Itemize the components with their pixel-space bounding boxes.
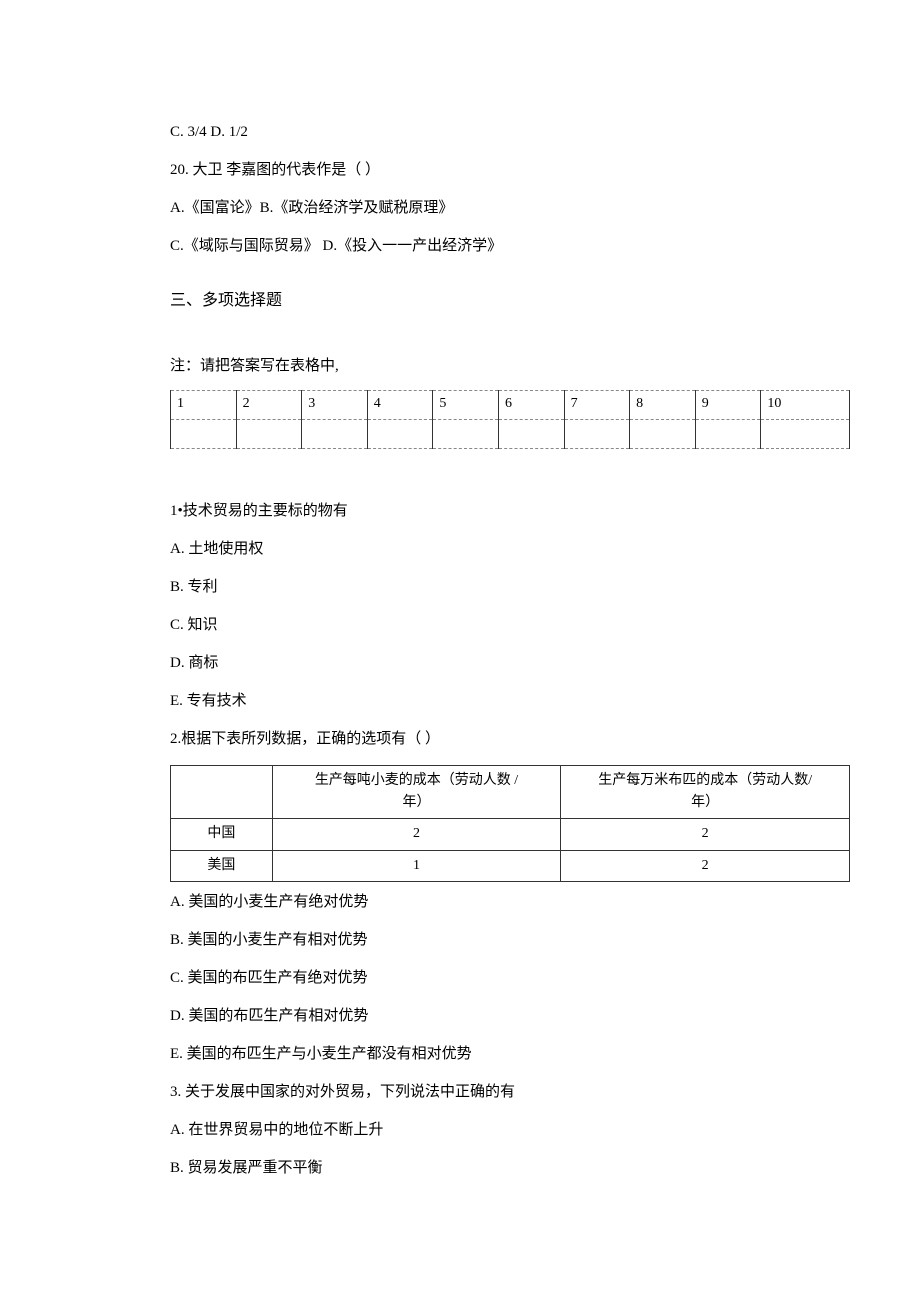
question-2-option-a: A. 美国的小麦生产有绝对优势 bbox=[170, 890, 750, 914]
table-cell: 1 bbox=[272, 850, 561, 881]
question-1-option-c: C. 知识 bbox=[170, 613, 750, 637]
answer-cell bbox=[498, 419, 564, 448]
question-1-stem: 1•技术贸易的主要标的物有 bbox=[170, 499, 750, 523]
answer-header-cell: 9 bbox=[695, 390, 761, 419]
answer-header-cell: 7 bbox=[564, 390, 630, 419]
section-3-title: 三、多项选择题 bbox=[170, 288, 750, 314]
answer-cell bbox=[367, 419, 433, 448]
table-header-text: 年） bbox=[279, 792, 555, 814]
document-page: C. 3/4 D. 1/2 20. 大卫 李嘉图的代表作是（ ） A.《国富论》… bbox=[0, 0, 920, 1254]
table-header-empty bbox=[171, 765, 273, 819]
table-cell: 2 bbox=[561, 850, 850, 881]
question-2-stem: 2.根据下表所列数据，正确的选项有（ ） bbox=[170, 727, 750, 751]
question-2-option-e: E. 美国的布匹生产与小麦生产都没有相对优势 bbox=[170, 1042, 750, 1066]
table-cell: 2 bbox=[272, 819, 561, 850]
answer-header-cell: 3 bbox=[302, 390, 368, 419]
answer-grid-table: 1 2 3 4 5 6 7 8 9 10 bbox=[170, 390, 850, 449]
answer-cell bbox=[630, 419, 696, 448]
table-header-wheat: 生产每吨小麦的成本（劳动人数 / 年） bbox=[272, 765, 561, 819]
table-row bbox=[171, 419, 850, 448]
question-2-option-b: B. 美国的小麦生产有相对优势 bbox=[170, 928, 750, 952]
answer-table-note: 注：请把答案写在表格中, bbox=[170, 354, 750, 378]
answer-header-cell: 1 bbox=[171, 390, 237, 419]
question-3-stem: 3. 关于发展中国家的对外贸易，下列说法中正确的有 bbox=[170, 1080, 750, 1104]
table-header-text: 生产每吨小麦的成本（劳动人数 / bbox=[279, 770, 555, 792]
table-row-label: 中国 bbox=[171, 819, 273, 850]
question-2-option-d: D. 美国的布匹生产有相对优势 bbox=[170, 1004, 750, 1028]
table-row: 1 2 3 4 5 6 7 8 9 10 bbox=[171, 390, 850, 419]
question-1-option-a: A. 土地使用权 bbox=[170, 537, 750, 561]
answer-header-cell: 2 bbox=[236, 390, 302, 419]
question-1-option-b: B. 专利 bbox=[170, 575, 750, 599]
table-row: 生产每吨小麦的成本（劳动人数 / 年） 生产每万米布匹的成本（劳动人数/ 年） bbox=[171, 765, 850, 819]
table-cell: 2 bbox=[561, 819, 850, 850]
question-1-option-e: E. 专有技术 bbox=[170, 689, 750, 713]
question-2-data-table: 生产每吨小麦的成本（劳动人数 / 年） 生产每万米布匹的成本（劳动人数/ 年） … bbox=[170, 765, 850, 883]
answer-cell bbox=[695, 419, 761, 448]
answer-cell bbox=[433, 419, 499, 448]
answer-cell bbox=[761, 419, 850, 448]
answer-header-cell: 5 bbox=[433, 390, 499, 419]
question-3-option-a: A. 在世界贸易中的地位不断上升 bbox=[170, 1118, 750, 1142]
table-row: 美国 1 2 bbox=[171, 850, 850, 881]
table-header-cloth: 生产每万米布匹的成本（劳动人数/ 年） bbox=[561, 765, 850, 819]
question-3-option-b: B. 贸易发展严重不平衡 bbox=[170, 1156, 750, 1180]
answer-cell bbox=[171, 419, 237, 448]
option-line: C. 3/4 D. 1/2 bbox=[170, 120, 750, 144]
answer-cell bbox=[302, 419, 368, 448]
answer-header-cell: 8 bbox=[630, 390, 696, 419]
table-row: 中国 2 2 bbox=[171, 819, 850, 850]
answer-header-cell: 4 bbox=[367, 390, 433, 419]
question-20-options-cd: C.《域际与国际贸易》 D.《投入一一产出经济学》 bbox=[170, 234, 750, 258]
answer-cell bbox=[564, 419, 630, 448]
answer-header-cell: 6 bbox=[498, 390, 564, 419]
answer-header-cell: 10 bbox=[761, 390, 850, 419]
table-header-text: 生产每万米布匹的成本（劳动人数/ bbox=[567, 770, 843, 792]
table-header-text: 年） bbox=[567, 792, 843, 814]
question-2-option-c: C. 美国的布匹生产有绝对优势 bbox=[170, 966, 750, 990]
answer-cell bbox=[236, 419, 302, 448]
question-1-option-d: D. 商标 bbox=[170, 651, 750, 675]
table-row-label: 美国 bbox=[171, 850, 273, 881]
question-20-options-ab: A.《国富论》B.《政治经济学及赋税原理》 bbox=[170, 196, 750, 220]
question-20-stem: 20. 大卫 李嘉图的代表作是（ ） bbox=[170, 158, 750, 182]
